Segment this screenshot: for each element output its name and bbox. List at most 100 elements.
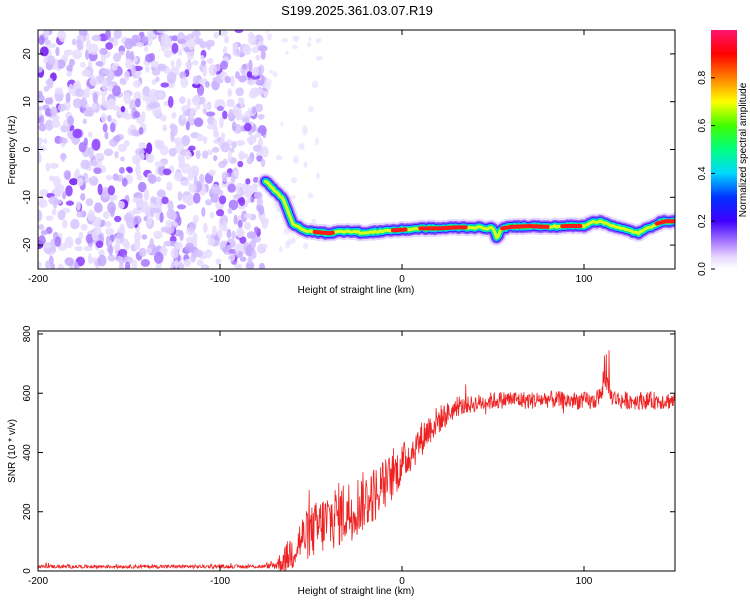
spectrogram-noise-blob: [120, 156, 125, 161]
snr-y-tick-label: 400: [22, 444, 33, 461]
spectrogram-noise-blob: [193, 215, 199, 224]
spectrogram-noise-blob: [227, 208, 232, 214]
spectrogram-noise-blob: [108, 255, 116, 262]
spectrogram-noise-blob: [49, 163, 59, 169]
spectrogram-noise-blob: [84, 246, 93, 251]
spectrogram-noise-blob: [303, 243, 308, 250]
spectrogram-noise-blob: [293, 36, 300, 42]
spectrogram-noise-blob: [79, 142, 87, 153]
spectrogram-noise-blob: [45, 260, 50, 269]
spectrogram-ridge-peak: [420, 227, 466, 228]
spectrogram-noise-blob: [221, 132, 226, 141]
spectrogram-noise-blob: [293, 156, 298, 164]
spectrogram-noise-blob: [177, 39, 186, 44]
spectrogram-noise-blob: [215, 99, 225, 105]
spectrogram-noise-blob: [244, 222, 251, 230]
spectrogram-noise-blob: [133, 216, 141, 225]
spectrogram-noise-blob: [103, 211, 110, 219]
spectrogram-noise-blob: [253, 145, 262, 152]
spectrogram-noise-blob: [205, 249, 212, 258]
spectrogram-noise-blob: [144, 46, 148, 52]
spectrogram-noise-blob: [46, 163, 50, 172]
spectrogram-noise-blob: [174, 260, 178, 269]
spectrogram-noise-blob: [144, 189, 150, 201]
spectrogram-noise-blob: [131, 129, 139, 136]
spectrogram-noise-blob: [238, 220, 243, 228]
spectrogram-noise-blob: [173, 124, 178, 136]
spectrogram-noise-blob: [187, 39, 195, 51]
spectrogram-noise-blob: [237, 161, 243, 167]
spectrogram-noise-blob: [235, 71, 240, 79]
spectrogram-noise-blob: [179, 97, 186, 104]
spectrogram-x-tick-label: -200: [28, 274, 48, 285]
spectrogram-noise-blob: [298, 143, 304, 150]
spectrogram-noise-blob: [124, 213, 133, 222]
colorbar-tick-label: 0.4: [697, 166, 708, 180]
spectrogram-noise-blob: [134, 231, 141, 243]
spectrogram-noise-blob: [47, 43, 56, 48]
spectrogram-noise-blob: [80, 159, 90, 169]
spectrogram-noise-blob: [125, 59, 132, 69]
spectrogram-noise-blob: [156, 176, 161, 182]
spectrogram-noise-blob: [80, 62, 86, 68]
spectrogram-noise-blob: [72, 49, 82, 59]
spectrogram-noise-blob: [222, 111, 227, 120]
spectrogram-noise-blob: [242, 64, 248, 70]
spectrogram-noise-blob: [101, 95, 105, 106]
spectrogram-noise-blob: [132, 197, 141, 203]
spectrogram-noise-blob: [185, 61, 192, 70]
spectrogram-noise-blob: [107, 115, 111, 122]
spectrogram-noise-blob: [212, 147, 219, 153]
spectrogram-noise-blob: [131, 64, 135, 75]
spectrogram-noise-blob: [86, 198, 94, 206]
spectrogram-noise-blob: [218, 30, 228, 37]
spectrogram-noise-blob: [223, 247, 228, 253]
spectrogram-noise-blob: [185, 151, 191, 160]
spectrogram-noise-blob: [172, 43, 179, 54]
spectrogram-noise-blob: [178, 191, 183, 201]
snr-y-tick-label: 600: [22, 384, 33, 401]
spectrogram-noise-blob: [38, 224, 44, 230]
spectrogram-noise-blob: [150, 196, 156, 203]
spectrogram-x-tick-label: -100: [210, 274, 230, 285]
spectrogram-noise-blob: [261, 146, 269, 158]
spectrogram-noise-blob: [192, 60, 199, 65]
snr-x-tick-label: -100: [210, 576, 230, 587]
spectrogram-noise-blob: [80, 193, 85, 201]
spectrogram-noise-blob: [177, 204, 186, 209]
spectrogram-noise-blob: [72, 39, 77, 46]
snr-y-label: SNR (10 * v/v): [7, 419, 18, 483]
spectrogram-noise-blob: [251, 238, 256, 249]
spectrogram-noise-blob: [36, 261, 42, 268]
spectrogram-noise-blob: [208, 238, 216, 246]
spectrogram-noise-blob: [95, 153, 105, 159]
spectrogram-noise-blob: [139, 153, 144, 160]
spectrogram-noise-blob: [166, 220, 172, 228]
spectrogram-noise-blob: [62, 191, 66, 199]
spectrogram-noise-blob: [94, 202, 103, 213]
spectrogram-noise-blob: [255, 55, 260, 61]
spectrogram-noise-blob: [105, 42, 113, 50]
spectrogram-noise-blob: [163, 168, 172, 175]
spectrogram-noise-blob: [196, 104, 200, 110]
snr-plot-area: [38, 331, 675, 571]
spectrogram-noise-blob: [196, 150, 201, 159]
spectrogram-noise-blob: [124, 38, 133, 49]
spectrogram-noise-blob: [105, 221, 112, 228]
snr-x-label: Height of straight line (km): [298, 586, 415, 597]
spectrogram-noise-blob: [212, 226, 217, 237]
spectrogram-noise-blob: [177, 216, 181, 226]
spectrogram-noise-blob: [276, 155, 283, 160]
spectrogram-noise-blob: [244, 123, 252, 132]
spectrogram-noise-blob: [230, 75, 235, 87]
spectrogram-noise-blob: [68, 84, 73, 94]
spectrogram-noise-blob: [141, 111, 145, 122]
spectrogram-noise-blob: [54, 186, 62, 197]
spectrogram-noise-blob: [103, 123, 108, 132]
spectrogram-noise-blob: [178, 49, 182, 56]
spectrogram-noise-blob: [39, 195, 43, 203]
spectrogram-noise-blob: [161, 34, 169, 46]
spectrogram-noise-blob: [67, 116, 74, 126]
spectrogram-noise-blob: [190, 165, 199, 176]
